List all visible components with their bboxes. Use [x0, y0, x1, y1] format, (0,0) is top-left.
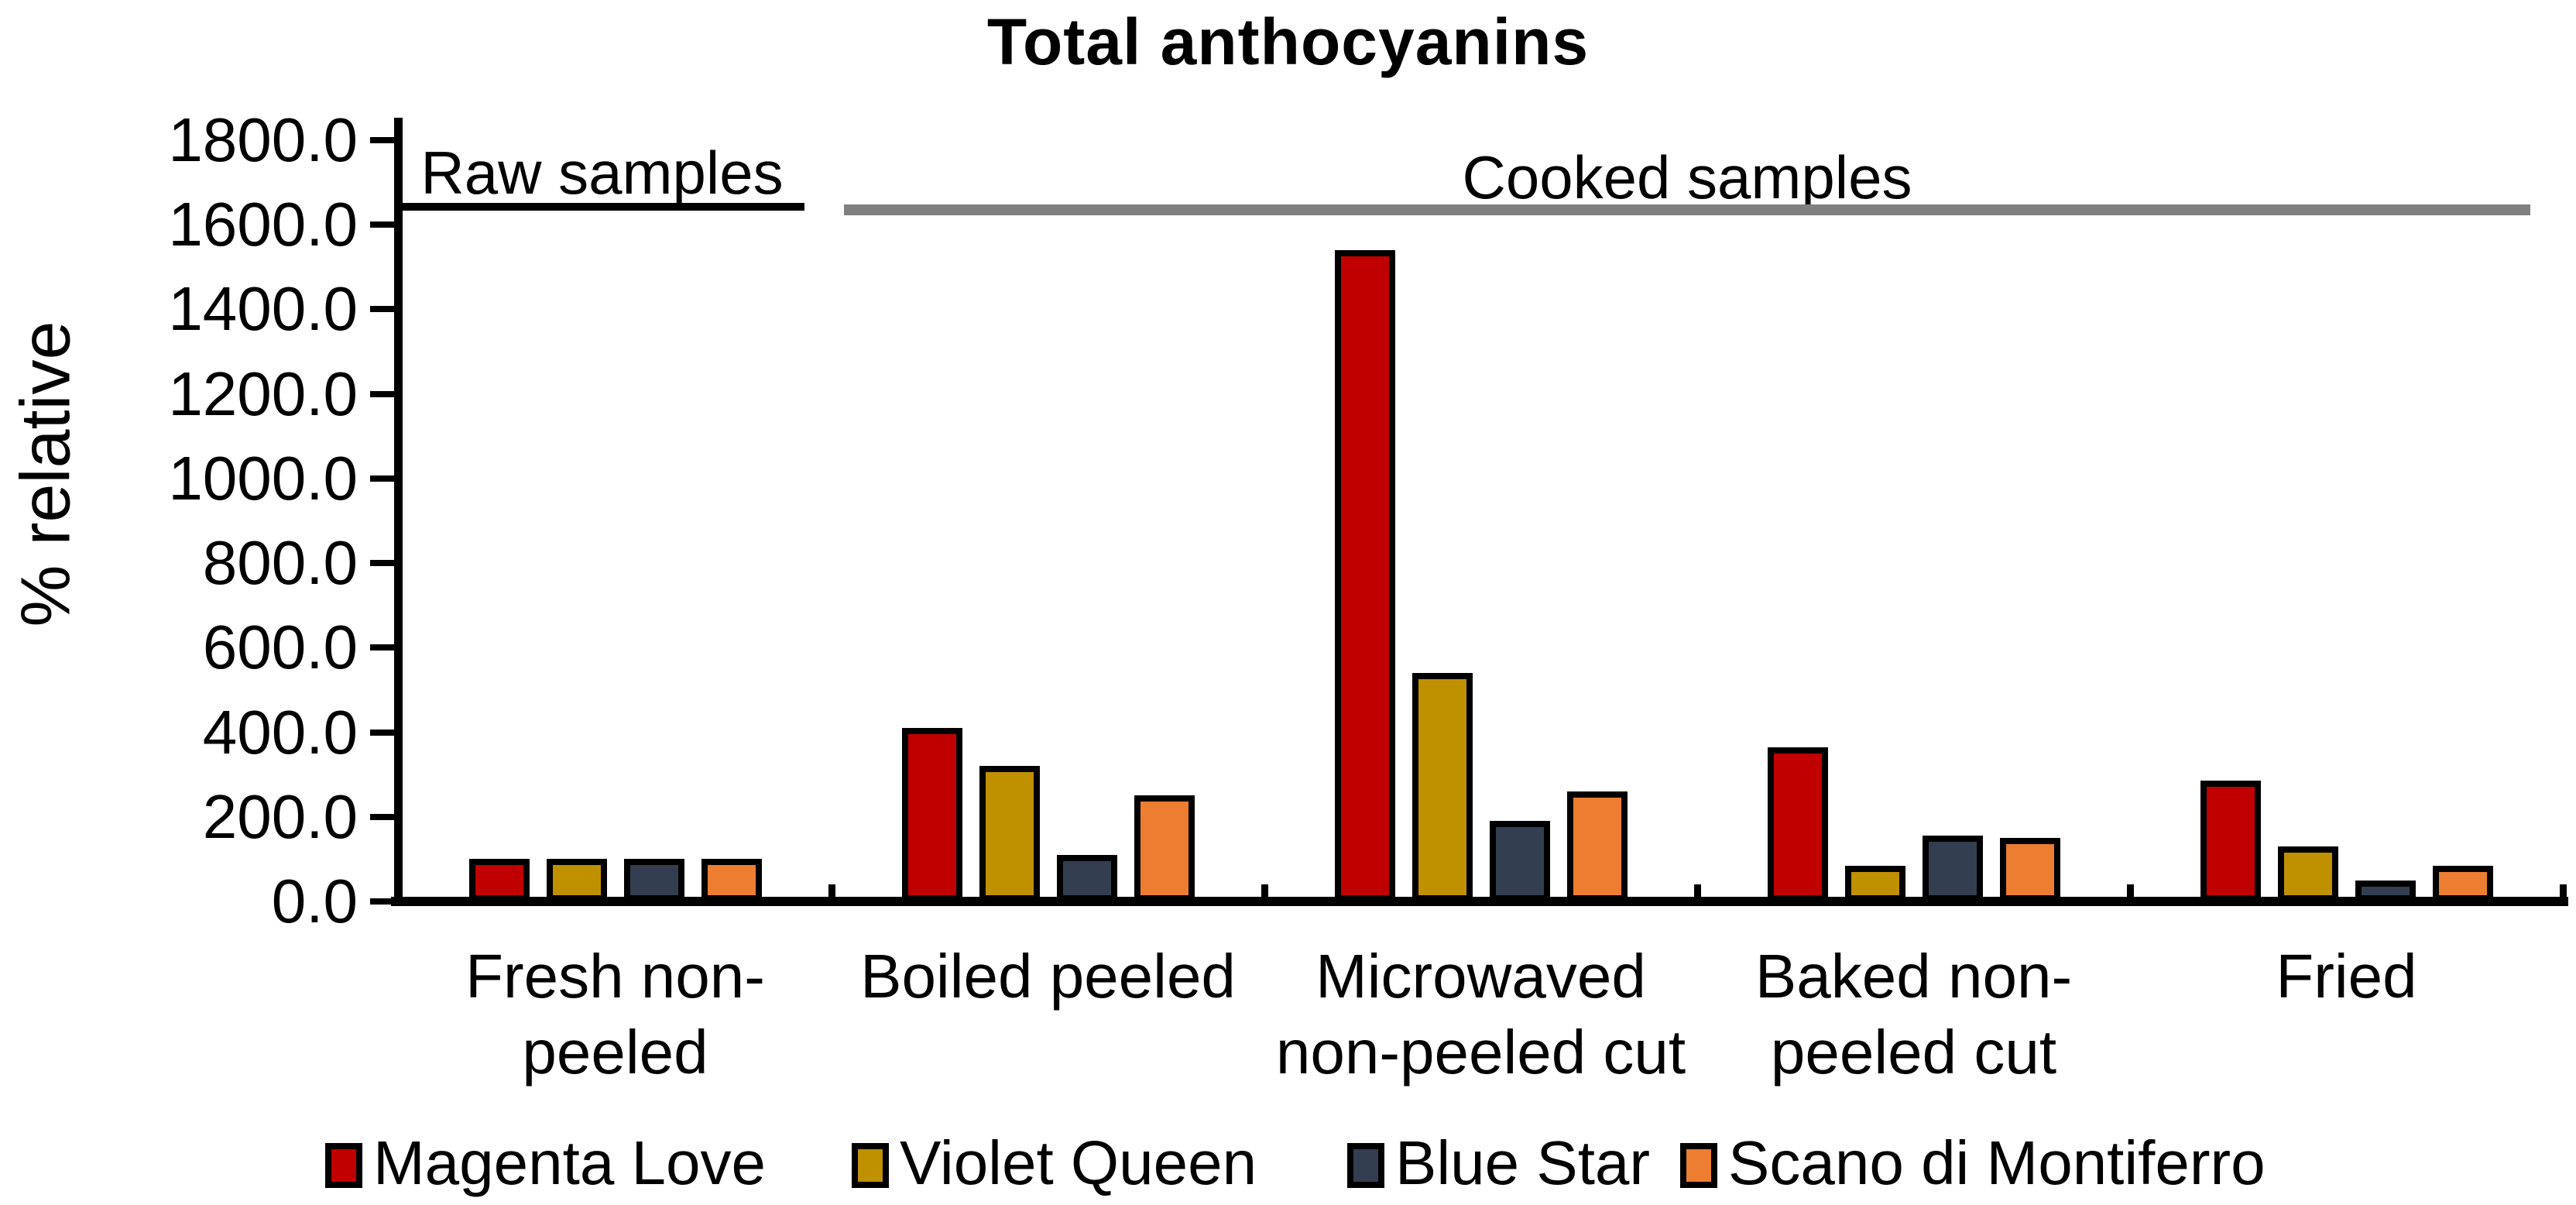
annotation-cooked-samples: Cooked samples — [1462, 143, 1912, 211]
legend-swatch — [325, 1143, 362, 1188]
bar-scano-di-montiferro — [2432, 866, 2493, 901]
y-axis-tick-label: 200.0 — [202, 781, 358, 851]
bar-blue-star — [1922, 836, 1983, 901]
bar-blue-star — [1056, 855, 1117, 901]
y-axis-tick-label: 1800.0 — [168, 105, 358, 174]
legend-label: Violet Queen — [900, 1128, 1257, 1197]
y-axis-tick — [370, 137, 399, 143]
category-label-line: Fresh non- — [465, 942, 765, 1011]
annotation-raw-samples-line — [399, 203, 804, 211]
bar-violet-queen — [2277, 846, 2338, 901]
chart-title: Total anthocyanins — [986, 5, 1590, 78]
bar-scano-di-montiferro — [1134, 795, 1195, 901]
bar-violet-queen — [979, 766, 1040, 901]
bar-scano-di-montiferro — [701, 859, 762, 901]
bar-violet-queen — [1844, 866, 1905, 901]
y-axis-tick-label: 1000.0 — [168, 443, 358, 513]
y-axis-tick-label: 1600.0 — [168, 190, 358, 259]
bar-violet-queen — [546, 859, 607, 901]
bar-magenta-love — [1334, 250, 1395, 901]
y-axis-tick — [370, 306, 399, 313]
x-axis-tick — [1261, 884, 1268, 900]
bar-magenta-love — [2200, 781, 2261, 901]
legend-label: Magenta Love — [373, 1128, 767, 1197]
y-axis-tick — [370, 644, 399, 651]
y-axis-tick-label: 600.0 — [202, 613, 358, 682]
y-axis-tick — [370, 560, 399, 567]
y-axis-line — [394, 118, 403, 905]
bar-violet-queen — [1411, 673, 1473, 901]
category-label-line: Microwaved — [1315, 942, 1646, 1011]
bar-blue-star — [2355, 881, 2416, 901]
x-axis-tick — [828, 884, 835, 900]
y-axis-tick — [370, 221, 399, 228]
bar-blue-star — [623, 859, 684, 901]
legend-swatch — [852, 1143, 889, 1188]
y-axis-tick-label: 400.0 — [202, 697, 358, 767]
y-axis-tick-label: 800.0 — [202, 528, 358, 598]
y-axis-tick-label: 0.0 — [271, 867, 358, 936]
bar-scano-di-montiferro — [1999, 838, 2060, 901]
category-label-line: non-peeled cut — [1275, 1018, 1686, 1087]
x-axis-tick — [2127, 884, 2134, 900]
y-axis-tick — [370, 390, 399, 397]
legend-swatch — [1680, 1143, 1717, 1188]
x-axis-tick — [1694, 884, 1701, 900]
category-label: Fried — [2130, 939, 2563, 1014]
legend-label: Scano di Montiferro — [1728, 1128, 2266, 1197]
y-axis-tick — [370, 898, 399, 905]
y-axis-tick-label: 1200.0 — [168, 359, 358, 428]
category-label: Boiled peeled — [832, 939, 1264, 1014]
y-axis-tick-label: 1400.0 — [168, 274, 358, 344]
y-axis-tick — [370, 813, 399, 820]
category-label-line: Baked non- — [1754, 942, 2073, 1011]
category-label-line: peeled — [522, 1018, 708, 1087]
category-label-line: Boiled peeled — [860, 942, 1236, 1011]
category-label: Microwaved non-peeled cut — [1264, 939, 1697, 1090]
x-axis-tick — [2560, 884, 2567, 900]
legend-swatch — [1347, 1143, 1384, 1188]
category-label-line: peeled cut — [1770, 1018, 2057, 1087]
category-label: Fresh non-peeled — [399, 939, 832, 1090]
bar-scano-di-montiferro — [1566, 791, 1628, 901]
bar-magenta-love — [901, 728, 962, 901]
category-label-line: Fried — [2276, 942, 2417, 1011]
bar-blue-star — [1489, 821, 1550, 901]
y-axis-tick — [370, 475, 399, 482]
bar-magenta-love — [468, 859, 530, 901]
category-label: Baked non-peeled cut — [1697, 939, 2130, 1090]
legend-label: Blue Star — [1395, 1128, 1651, 1197]
annotation-raw-samples: Raw samples — [420, 139, 784, 207]
bar-magenta-love — [1767, 747, 1828, 901]
y-axis-title: % relative — [7, 321, 85, 627]
annotation-cooked-samples-line — [844, 204, 2530, 215]
y-axis-tick — [370, 729, 399, 736]
